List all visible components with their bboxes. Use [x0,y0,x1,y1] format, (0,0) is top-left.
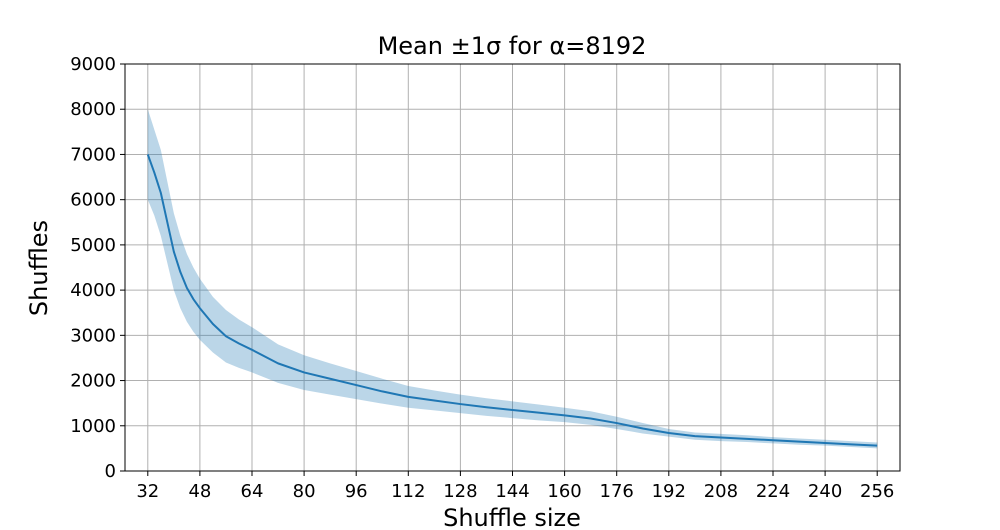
x-tick-label: 240 [808,481,842,502]
y-tick-label: 7000 [70,144,116,165]
y-tick-label: 8000 [70,99,116,120]
y-tick-label: 2000 [70,371,116,392]
x-tick-label: 64 [241,481,264,502]
y-tick-label: 9000 [70,54,116,75]
y-axis-ticks: 0 1000 2000 3000 4000 5000 6000 7000 8000 9000 [70,54,125,482]
x-tick-label: 176 [600,481,634,502]
x-tick-label: 256 [860,481,894,502]
x-tick-label: 144 [495,481,529,502]
x-axis-title: Shuffle size [443,504,581,530]
y-tick-label: 0 [105,461,116,482]
x-tick-label: 128 [443,481,477,502]
chart-title: Mean ±1σ for α=8192 [378,32,647,60]
x-axis-ticks: 32 48 64 80 96 112 128 144 160 176 192 208 224 240 256 [136,471,894,502]
mean-line [146,154,878,447]
y-tick-label: 1000 [70,416,116,437]
y-tick-label: 6000 [70,190,116,211]
y-tick-label: 3000 [70,325,116,346]
x-tick-label: 208 [704,481,738,502]
y-tick-label: 5000 [70,235,116,256]
mean-line-layer [146,154,878,447]
x-tick-label: 48 [188,481,211,502]
x-tick-label: 192 [652,481,686,502]
x-tick-label: 96 [345,481,368,502]
y-axis-title: Shuffles [25,220,53,316]
sigma-band-layer [147,109,878,449]
sigma-band [147,109,878,449]
x-tick-label: 80 [293,481,316,502]
x-tick-label: 112 [391,481,425,502]
y-tick-label: 4000 [70,280,116,301]
x-tick-label: 160 [547,481,581,502]
x-tick-label: 32 [136,481,159,502]
x-tick-label: 224 [756,481,790,502]
